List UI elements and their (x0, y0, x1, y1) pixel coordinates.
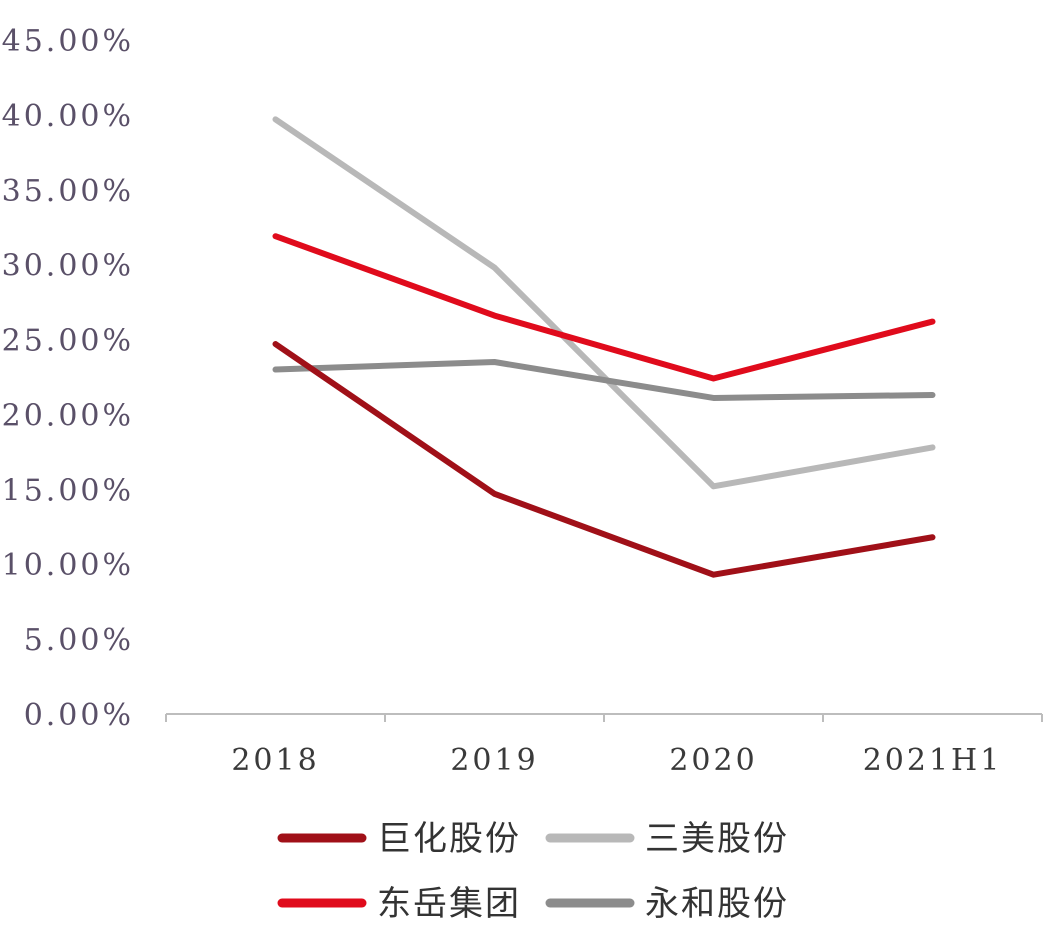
legend-item: 东岳集团 (277, 884, 521, 924)
y-tick-label: 45.00% (2, 24, 134, 59)
y-tick-label: 5.00% (24, 623, 134, 658)
y-tick-label: 30.00% (2, 249, 134, 284)
y-tick-label: 20.00% (2, 398, 134, 433)
legend-label: 巨化股份 (377, 819, 521, 859)
legend-label: 三美股份 (645, 819, 789, 859)
x-tick-label: 2020 (669, 743, 757, 778)
y-tick-label: 40.00% (2, 99, 134, 134)
y-tick-label: 0.00% (24, 698, 134, 733)
y-tick-label: 25.00% (2, 324, 134, 359)
x-axis: 2018 2019 2020 2021H1 (165, 713, 1043, 778)
y-tick-label: 35.00% (2, 174, 134, 209)
series-line-4 (272, 359, 936, 401)
x-tick-label: 2021H1 (863, 743, 1003, 778)
series-lines (272, 116, 936, 578)
y-tick-label: 15.00% (2, 473, 134, 508)
legend-label: 永和股份 (645, 884, 789, 924)
series-line-1 (272, 341, 936, 578)
series-line-3 (272, 233, 936, 382)
series-line-2 (272, 116, 936, 490)
legend-label: 东岳集团 (377, 884, 521, 924)
y-tick-label: 10.00% (2, 548, 134, 583)
x-tick-label: 2019 (450, 743, 538, 778)
legend-item: 三美股份 (545, 819, 789, 859)
x-tick-label: 2018 (231, 743, 319, 778)
legend-item: 巨化股份 (277, 819, 521, 859)
y-axis-tick-labels: 0.00% 5.00% 10.00% 15.00% 20.00% 25.00% 30.00%… (2, 24, 134, 733)
legend-item: 永和股份 (545, 884, 789, 924)
